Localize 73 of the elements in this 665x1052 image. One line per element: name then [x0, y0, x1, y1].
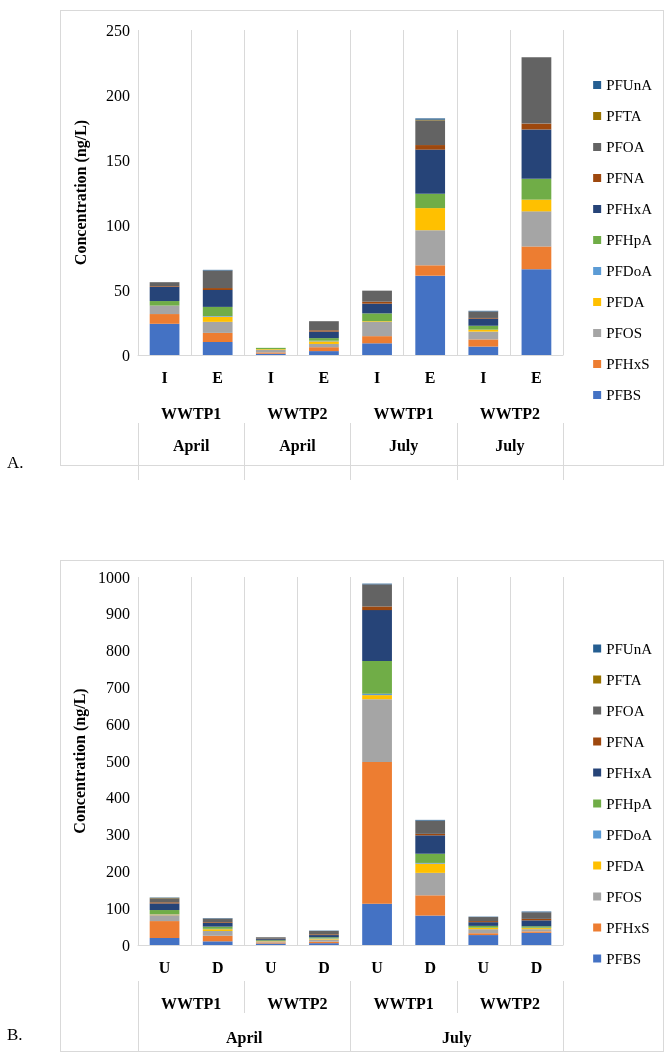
y-tick-label: 800 [106, 642, 130, 660]
y-axis-title: Concentration (ng/L) [71, 119, 90, 266]
legend-label: PFOS [606, 888, 643, 905]
x-tick-label: E [531, 368, 542, 386]
text: WWTP1 [373, 404, 434, 422]
text: WWTP1 [373, 994, 434, 1012]
legend-label: PFNA [606, 170, 645, 186]
legend-label: PFHxS [606, 356, 650, 372]
y-tick-label: 300 [106, 826, 130, 844]
x-tick-label: E [424, 368, 436, 386]
x-tick-label: D [424, 958, 436, 976]
y-tick-label: 200 [106, 86, 130, 104]
legend-label: PFTA [606, 108, 642, 124]
x-tick-label: E [212, 368, 224, 386]
text: April [226, 1028, 264, 1047]
text: April [172, 436, 210, 455]
text: B. [7, 1025, 23, 1044]
y-tick-label: 600 [106, 715, 130, 733]
legend-label: PFHxS [606, 919, 650, 936]
legend-label: PFDoA [606, 826, 653, 843]
legend-label: PFHpA [606, 232, 653, 248]
x-tick-label: E [318, 368, 330, 386]
text: WWTP2 [479, 404, 541, 422]
legend-label: PFUnA [606, 640, 653, 657]
x-tick-label: U [265, 958, 278, 976]
x-tick-label: U [371, 958, 384, 976]
legend-label: PFNA [606, 733, 645, 750]
text: July [495, 436, 525, 455]
y-tick-label: 1000 [98, 568, 130, 586]
x-tick-label: U [158, 958, 171, 976]
legend-label: PFTA [606, 671, 642, 688]
text: April [279, 436, 317, 455]
text: WWTP2 [479, 994, 541, 1012]
text: WWTP1 [160, 994, 222, 1012]
legend-label: PFHpA [606, 795, 653, 812]
legend-label: PFOA [606, 702, 645, 719]
x-tick-label: D [211, 958, 224, 976]
legend-label: PFDA [606, 294, 645, 310]
text: WWTP1 [160, 404, 222, 422]
x-tick-label: I [373, 368, 381, 386]
legend-label: PFOS [606, 325, 643, 341]
y-tick-label: 100 [106, 899, 130, 917]
y-tick-label: 400 [106, 789, 130, 807]
x-tick-label: I [480, 368, 487, 386]
legend-label: PFHxA [606, 764, 653, 781]
y-tick-label: 500 [106, 752, 130, 770]
x-tick-label: D [530, 958, 543, 976]
x-tick-label: I [161, 368, 168, 386]
y-axis-title: Concentration (ng/L) [70, 688, 89, 834]
legend-label: PFHxA [606, 201, 653, 217]
y-tick-label: 50 [114, 281, 130, 299]
y-tick-label: 0 [122, 346, 130, 364]
text: WWTP2 [267, 404, 328, 422]
legend-label: PFBS [606, 950, 642, 967]
legend-label: PFDA [606, 857, 645, 874]
legend-label: PFBS [606, 387, 642, 403]
text: July [442, 1028, 472, 1047]
y-tick-label: 250 [106, 21, 130, 39]
y-tick-label: 100 [106, 216, 130, 234]
y-tick-label: 900 [106, 605, 130, 623]
y-tick-label: 150 [106, 151, 130, 169]
legend-label: PFUnA [606, 77, 653, 93]
text: July [388, 436, 419, 455]
x-tick-label: I [267, 368, 274, 386]
x-tick-label: U [477, 958, 490, 976]
y-tick-label: 0 [122, 936, 130, 954]
x-tick-label: D [318, 958, 330, 976]
text: A. [7, 453, 24, 472]
y-tick-label: 700 [106, 678, 130, 696]
legend-label: PFOA [606, 139, 645, 155]
legend-label: PFDoA [606, 263, 653, 279]
y-tick-label: 200 [106, 862, 130, 880]
text: WWTP2 [267, 994, 328, 1012]
